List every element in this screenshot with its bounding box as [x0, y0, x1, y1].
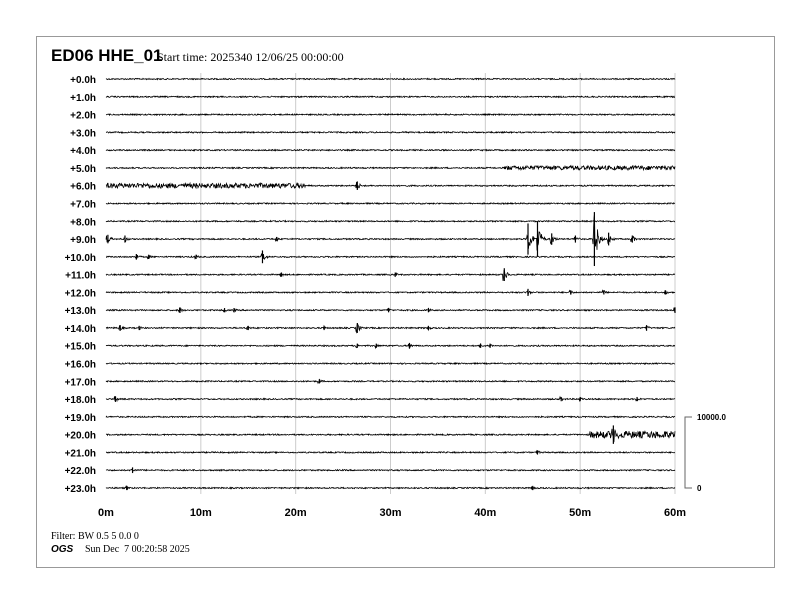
seismic-trace: [105, 148, 676, 152]
station-title: ED06 HHE_01: [51, 46, 163, 65]
seismic-trace: [105, 269, 676, 281]
seismic-trace: [106, 253, 675, 260]
x-tick-label: 10m: [190, 507, 212, 519]
row-label: +20.0h: [65, 431, 96, 442]
seismic-trace: [105, 415, 676, 419]
seismic-trace: [105, 289, 676, 296]
seismic-trace: [105, 181, 675, 190]
row-label: +12.0h: [65, 288, 96, 299]
generated-time: Sun Dec 7 00:20:58 2025: [85, 544, 190, 555]
row-label: +21.0h: [65, 448, 96, 459]
row-label: +8.0h: [70, 217, 96, 228]
seismic-trace: [105, 130, 676, 135]
row-label: +7.0h: [70, 199, 96, 210]
seismic-trace: [105, 201, 676, 206]
x-tick-label: 40m: [474, 507, 496, 519]
row-label: +17.0h: [65, 377, 96, 388]
seismic-trace: [105, 342, 675, 350]
row-label: +23.0h: [65, 484, 96, 495]
row-label: +3.0h: [70, 128, 96, 139]
row-label: +9.0h: [70, 235, 96, 246]
scale-top-label: 10000.0: [697, 413, 726, 422]
row-label: +5.0h: [70, 164, 96, 175]
x-tick-label: 30m: [379, 507, 401, 519]
x-tick-label: 20m: [285, 507, 307, 519]
row-label: +2.0h: [70, 111, 96, 122]
seismic-trace: [105, 219, 676, 223]
scale-bar: [684, 416, 692, 489]
seismic-trace: [105, 112, 676, 117]
row-label: +16.0h: [65, 360, 96, 371]
row-label: +18.0h: [65, 395, 96, 406]
filter-text: Filter: BW 0.5 5 0.0 0: [51, 531, 139, 542]
row-label: +10.0h: [65, 253, 96, 264]
seismic-trace: [105, 449, 675, 455]
row-label: +13.0h: [65, 306, 96, 317]
row-label: +6.0h: [70, 182, 96, 193]
seismic-trace: [105, 484, 676, 490]
seismic-trace: [105, 378, 676, 385]
seismic-trace: [105, 164, 676, 172]
seismic-trace: [105, 95, 675, 99]
row-label: +11.0h: [65, 271, 96, 282]
row-label: +19.0h: [65, 413, 96, 424]
x-tick-label: 0m: [98, 507, 114, 519]
seismic-trace: [105, 361, 676, 366]
seismic-trace: [105, 322, 676, 334]
start-time: Start time: 2025340 12/06/25 00:00:00: [157, 50, 344, 64]
row-label: +15.0h: [65, 342, 96, 353]
row-label: +22.0h: [65, 466, 96, 477]
row-label: +4.0h: [70, 146, 96, 157]
seismic-trace: [105, 213, 676, 251]
row-label: +1.0h: [70, 93, 96, 104]
seismic-trace: [105, 428, 676, 443]
scale-bottom-label: 0: [697, 484, 702, 493]
row-label: +14.0h: [65, 324, 96, 335]
x-tick-label: 50m: [569, 507, 591, 519]
org-label: OGS: [51, 544, 74, 555]
seismic-trace: [105, 468, 676, 472]
plot-frame: [36, 36, 775, 568]
x-tick-label: 60m: [664, 507, 686, 519]
seismic-trace: [105, 77, 676, 81]
seismic-trace: [105, 307, 676, 313]
row-label: +0.0h: [70, 75, 96, 86]
